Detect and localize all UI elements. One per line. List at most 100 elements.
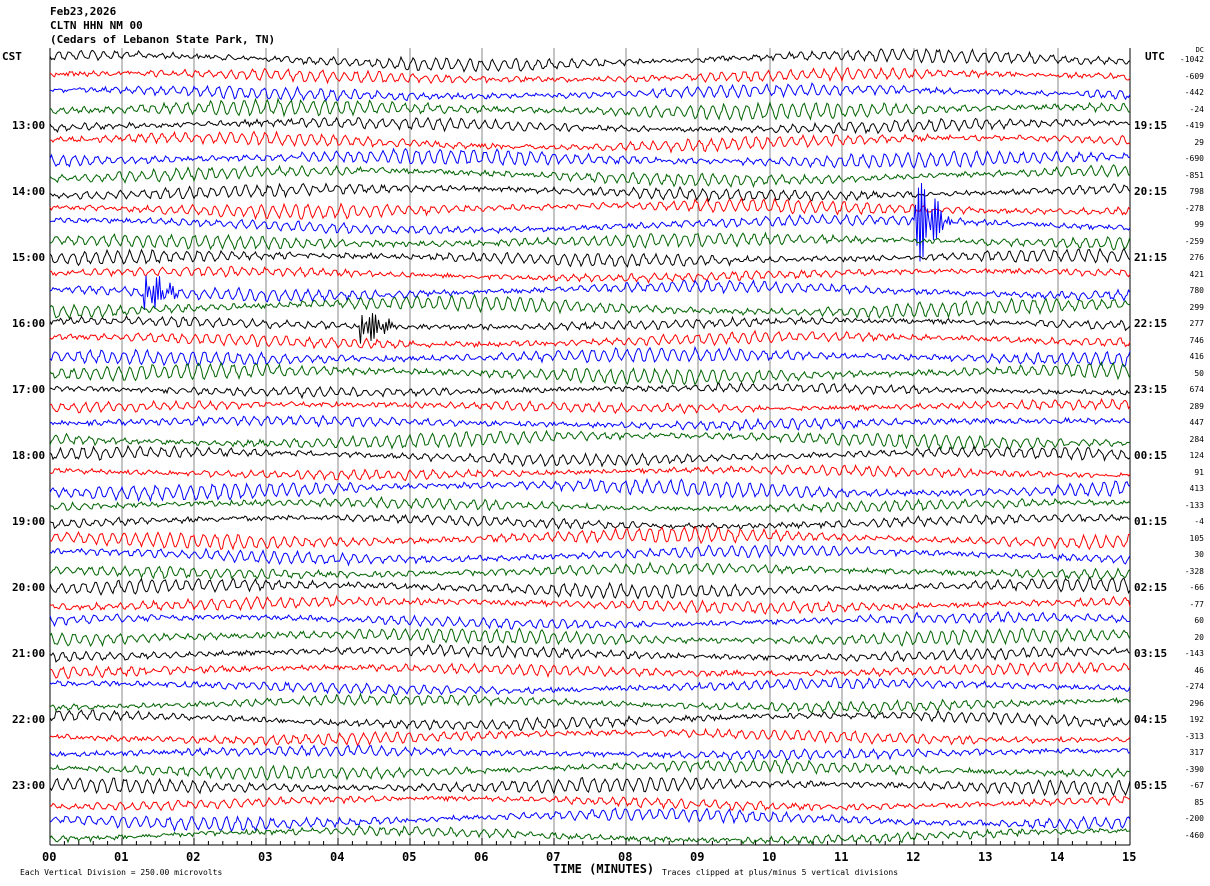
trace-row-43	[49, 758, 1131, 781]
dc-offset-label: 296	[1189, 698, 1204, 708]
trace-row-10	[49, 182, 1131, 262]
trace-row-14	[49, 275, 1131, 310]
utc-time-label: 04:15	[1134, 713, 1168, 726]
x-tick-label: 15	[1122, 850, 1137, 864]
dc-offset-label: -1042	[1179, 55, 1204, 64]
x-axis-title: TIME (MINUTES)	[553, 862, 655, 876]
x-tick-label: 09	[690, 850, 705, 864]
dc-offset-label: 50	[1194, 368, 1204, 378]
trace-row-30	[49, 544, 1131, 567]
trace-row-13	[49, 265, 1131, 284]
dc-offset-label: 416	[1189, 352, 1204, 361]
cst-time-label: 16:00	[12, 317, 46, 330]
station-title: CLTN HHN NM 00	[50, 19, 143, 32]
utc-time-label: 01:15	[1134, 515, 1168, 528]
dc-offset-label: -390	[1184, 764, 1204, 774]
dc-offset-label: -259	[1184, 236, 1204, 246]
dc-offset-label: -67	[1189, 781, 1204, 790]
dc-offset-label: 674	[1189, 385, 1204, 394]
trace-row-25	[49, 464, 1131, 482]
trace-row-24	[49, 444, 1131, 468]
trace-row-36	[49, 643, 1131, 663]
trace-row-34	[49, 610, 1131, 630]
trace-row-20	[49, 381, 1131, 400]
trace-row-40	[49, 709, 1131, 732]
dc-offset-label: 46	[1194, 665, 1204, 675]
trace-row-33	[49, 594, 1131, 615]
dc-offset-label: -200	[1184, 814, 1204, 823]
trace-row-21	[49, 397, 1131, 415]
trace-row-4	[49, 116, 1131, 135]
trace-row-7	[49, 164, 1131, 189]
trace-row-17	[49, 329, 1131, 350]
location-title: (Cedars of Lebanon State Park, TN)	[50, 33, 276, 46]
x-tick-label: 04	[330, 850, 345, 864]
cst-time-label: 14:00	[12, 185, 46, 198]
dc-offset-label: 746	[1189, 335, 1204, 345]
dc-offset-label: -24	[1189, 104, 1204, 114]
dc-offset-label: 317	[1189, 748, 1204, 757]
trace-row-22	[49, 414, 1131, 432]
x-tick-label: 13	[978, 850, 993, 864]
dc-offset-label: 421	[1189, 269, 1204, 279]
dc-offset-label: 447	[1189, 418, 1204, 427]
trace-row-29	[49, 525, 1131, 551]
dc-offset-label: -133	[1184, 500, 1204, 510]
trace-row-26	[49, 477, 1131, 503]
trace-row-41	[49, 727, 1131, 747]
dc-offset-label: 780	[1189, 286, 1204, 295]
cst-time-label: 17:00	[12, 383, 46, 396]
trace-row-45	[49, 795, 1131, 812]
dc-offset-label: 124	[1189, 451, 1204, 460]
trace-row-44	[49, 776, 1131, 797]
trace-row-12	[49, 247, 1131, 268]
utc-time-label: 19:15	[1134, 119, 1168, 132]
dc-offset-label: -328	[1184, 566, 1204, 576]
x-tick-label: 10	[762, 850, 777, 864]
x-tick-label: 05	[402, 850, 417, 864]
dc-offset-label: 798	[1189, 187, 1204, 196]
utc-time-label: 20:15	[1134, 185, 1168, 198]
trace-row-28	[49, 513, 1131, 530]
dc-offset-label: -690	[1184, 154, 1204, 163]
dc-offset-label: 60	[1194, 616, 1204, 625]
dc-offset-label: 192	[1189, 715, 1204, 724]
dc-offset-label: 99	[1194, 220, 1204, 229]
trace-row-32	[49, 576, 1131, 600]
trace-row-47	[49, 824, 1131, 845]
dc-offset-label: 30	[1194, 550, 1204, 559]
x-tick-label: 03	[258, 850, 273, 864]
utc-axis-label: UTC	[1145, 50, 1165, 63]
utc-time-label: 22:15	[1134, 317, 1168, 330]
trace-row-35	[49, 627, 1131, 648]
cst-time-label: 19:00	[12, 515, 46, 528]
cst-time-label: 21:00	[12, 647, 46, 660]
trace-row-42	[49, 744, 1131, 761]
utc-time-label: 23:15	[1134, 383, 1168, 396]
cst-time-label: 22:00	[12, 713, 46, 726]
dc-offset-label: 85	[1194, 797, 1204, 807]
dc-offset-label: -460	[1184, 830, 1204, 840]
trace-row-39	[49, 692, 1131, 715]
scale-note: Each Vertical Division = 250.00 microvol…	[20, 868, 223, 877]
trace-row-11	[49, 231, 1131, 251]
trace-row-2	[49, 82, 1131, 102]
trace-row-27	[49, 495, 1131, 514]
trace-row-3	[49, 97, 1131, 122]
clip-note: Traces clipped at plus/minus 5 vertical …	[662, 868, 899, 877]
utc-time-label: 00:15	[1134, 449, 1168, 462]
dc-offset-label: -66	[1189, 583, 1204, 592]
x-tick-label: 00	[42, 850, 57, 864]
x-tick-label: 01	[114, 850, 129, 864]
dc-offset-label: 413	[1189, 484, 1204, 493]
dc-offset-label: 29	[1194, 137, 1204, 147]
dc-offset-label: -419	[1184, 121, 1204, 130]
x-tick-label: 07	[546, 850, 561, 864]
dc-offset-label: 91	[1194, 467, 1204, 477]
trace-row-38	[49, 677, 1131, 696]
x-tick-label: 14	[1050, 850, 1065, 864]
dc-offset-label: -278	[1184, 203, 1204, 213]
dc-offset-label: -77	[1189, 599, 1204, 609]
dc-offset-label: 276	[1189, 253, 1204, 262]
